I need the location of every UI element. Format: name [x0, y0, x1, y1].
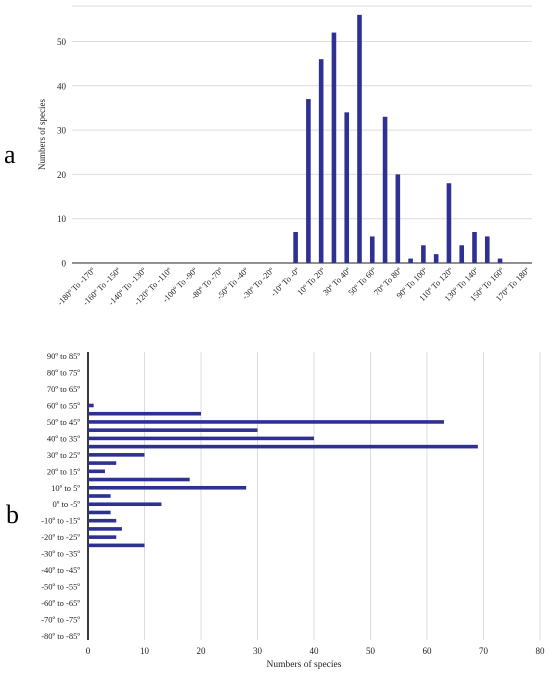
- chart-a-bar: [472, 231, 477, 263]
- chart-b-y-tick-label: 40º to 35º: [47, 433, 80, 443]
- chart-a-bar: [446, 183, 452, 263]
- chart-a-y-tick-label: 40: [57, 81, 67, 91]
- chart-a-y-tick-label: 50: [57, 37, 67, 47]
- chart-b-x-tick-label: 80: [536, 646, 546, 656]
- chart-b-y-tick-label: 80º to 75º: [47, 368, 80, 378]
- chart-b-x-tick-label: 60: [423, 646, 433, 656]
- chart-b-x-tick-label: 20: [197, 646, 207, 656]
- chart-b-bar: [88, 477, 190, 482]
- chart-a-bar: [459, 245, 465, 263]
- chart-a-bar: [369, 236, 375, 263]
- chart-a-bar: [293, 231, 298, 263]
- chart-b-horizontal-bar: 0 10 20 30 40 50 60 70 80 90º to 85º 80º to 75º 70º…: [41, 351, 545, 670]
- chart-b-y-tick-label: 50º to 45º: [47, 417, 80, 427]
- chart-b-bar: [88, 420, 444, 424]
- chart-b-y-tick-label: -80º to -85º: [41, 631, 80, 641]
- chart-b-bar: [88, 403, 94, 408]
- chart-b-y-tick-label: 0º to -5º: [53, 499, 81, 509]
- chart-a-bar: [433, 254, 439, 263]
- chart-b-x-tick-label: 10: [140, 646, 150, 656]
- chart-b-x-tick-label: 50: [366, 646, 376, 656]
- chart-b-x-tick-label: 30: [253, 646, 263, 656]
- chart-b-bar: [88, 411, 201, 416]
- chart-b-y-tick-label: -20º to -25º: [41, 532, 80, 542]
- chart-b-y-tick-label: 60º to 55º: [47, 400, 80, 410]
- panel-label-a: a: [4, 140, 16, 169]
- chart-a-y-tick-label: 0: [62, 259, 67, 269]
- chart-b-bar: [88, 518, 117, 523]
- chart-b-y-tick-label: -40º to -45º: [41, 565, 80, 575]
- chart-a-bar: [318, 59, 324, 264]
- chart-b-y-tick-label: 90º to 85º: [47, 351, 80, 361]
- chart-b-y-tick-label: 30º to 25º: [47, 450, 80, 460]
- chart-b-bar: [88, 543, 145, 548]
- chart-b-y-tick-label: -60º to -65º: [41, 598, 80, 608]
- chart-a-bar: [484, 236, 490, 263]
- chart-a-y-tick-label: 20: [57, 170, 67, 180]
- chart-a-bar: [408, 258, 413, 263]
- chart-a-bar: [421, 245, 426, 263]
- chart-a-bar: [331, 32, 337, 263]
- chart-b-y-tick-label: -70º to -75º: [41, 614, 80, 624]
- chart-b-y-tick-label: -10º to -15º: [41, 516, 80, 526]
- chart-b-bar: [88, 461, 117, 465]
- chart-a-bar: [382, 116, 388, 263]
- chart-a-y-tick-label: 30: [57, 126, 67, 136]
- chart-b-bar: [88, 527, 122, 531]
- chart-b-x-tick-label: 40: [310, 646, 320, 656]
- chart-b-bar: [88, 494, 111, 498]
- chart-b-bar: [88, 485, 247, 490]
- chart-b-bar: [88, 428, 258, 432]
- chart-b-y-tick-label: 20º to 15º: [47, 466, 80, 476]
- chart-b-x-tick-label: 0: [86, 646, 91, 656]
- chart-a-bar: [497, 258, 503, 263]
- chart-b-y-tick-label: -30º to -35º: [41, 549, 80, 559]
- chart-a-y-tick-label: 10: [57, 214, 67, 224]
- chart-b-bar: [88, 444, 478, 449]
- chart-b-bar: [88, 453, 145, 457]
- chart-b-bar: [88, 510, 111, 515]
- chart-a-y-axis-title: Numbers of species: [37, 99, 47, 170]
- chart-b-bar: [88, 469, 105, 474]
- chart-a-bar: [357, 14, 362, 263]
- chart-b-y-tick-label: -50º to -55º: [41, 582, 80, 592]
- chart-b-bar: [88, 502, 162, 507]
- chart-a-bar: [344, 112, 350, 264]
- panel-label-b: b: [6, 500, 19, 529]
- chart-b-y-tick-label: 70º to 65º: [47, 384, 80, 394]
- chart-b-x-tick-label: 70: [479, 646, 489, 656]
- chart-b-x-axis-title: Numbers of species: [267, 659, 342, 670]
- chart-b-bar: [88, 535, 117, 539]
- chart-b-y-tick-label: 10º to 5º: [51, 483, 80, 493]
- chart-a-bar: [395, 174, 401, 263]
- chart-a-bar: [306, 99, 311, 263]
- chart-b-bar: [88, 436, 314, 441]
